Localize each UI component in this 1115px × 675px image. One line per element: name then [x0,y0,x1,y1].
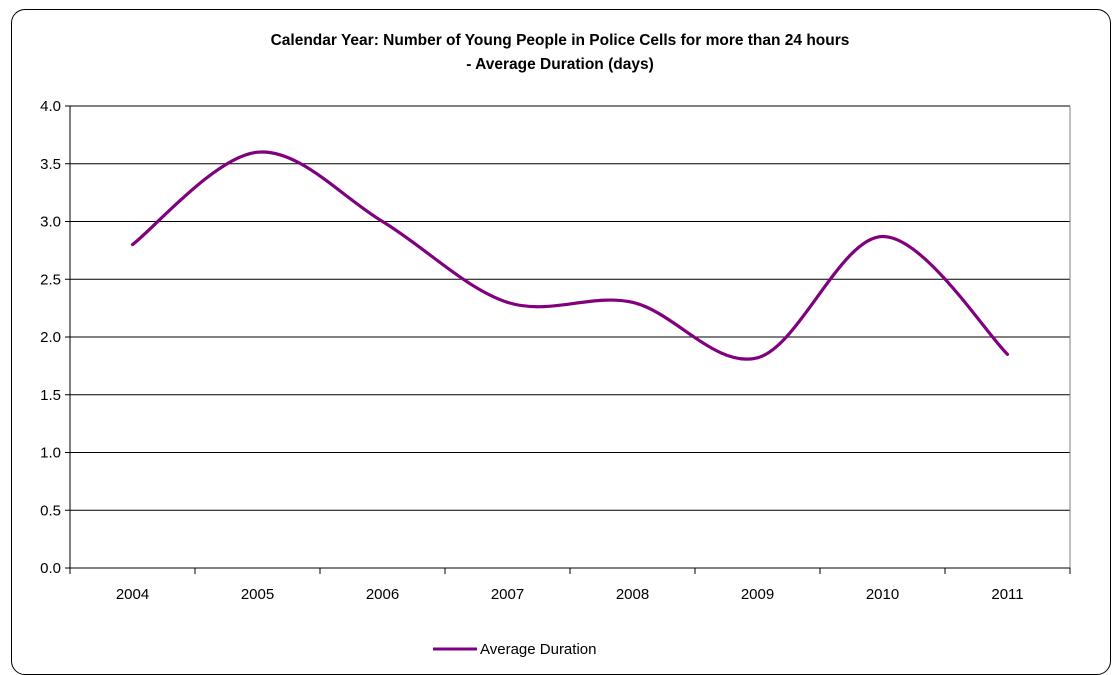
y-tick-label: 3.5 [40,156,61,173]
y-tick-labels: 0.0 0.5 1.0 1.5 2.0 2.5 3.0 3.5 4.0 [40,98,61,577]
x-tick-labels: 2004 2005 2006 2007 2008 2009 2010 2011 [116,586,1024,603]
y-tick-label: 3.0 [40,214,61,231]
y-tick-label: 0.5 [40,502,61,519]
x-tick-label: 2010 [866,586,899,603]
x-tick-label: 2004 [116,586,149,603]
gridlines [70,105,1070,511]
chart-title: Calendar Year: Number of Young People in… [271,32,850,49]
chart-subtitle: - Average Duration (days) [466,56,653,73]
series-line [130,150,1010,361]
x-tick-label: 2007 [491,586,524,603]
x-tick-label: 2009 [741,586,774,603]
chart-frame [11,9,1111,675]
x-tick-label: 2011 [991,586,1023,603]
x-tick-label: 2008 [616,586,649,603]
y-tick-label: 4.0 [40,98,61,115]
legend-label: Average Duration [480,641,596,658]
y-tick-label: 1.5 [40,387,61,404]
y-tick-label: 1.0 [40,445,61,462]
series-lines [130,150,1010,361]
y-tick-label: 2.0 [40,329,61,346]
x-tick-label: 2006 [366,586,399,603]
x-tick-label: 2005 [241,586,274,603]
axes [65,105,1071,574]
y-tick-label: 0.0 [40,560,61,577]
legend: Average Duration [433,641,596,658]
y-tick-label: 2.5 [40,271,61,288]
